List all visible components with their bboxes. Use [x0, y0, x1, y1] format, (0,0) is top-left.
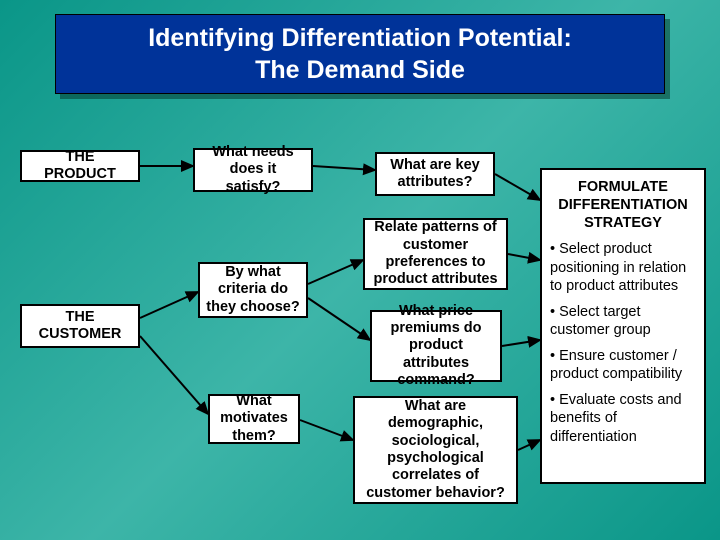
node-label: What needs does it satisfy?	[201, 144, 305, 196]
node-the-product: THE PRODUCT	[20, 150, 140, 182]
strategy-bullet: • Ensure customer / product compatibilit…	[550, 347, 696, 383]
node-demographics: What are demographic, sociological, psyc…	[353, 396, 518, 504]
strategy-panel: FORMULATE DIFFERENTIATION STRATEGY • Sel…	[540, 168, 706, 484]
strategy-bullet: • Select target customer group	[550, 303, 696, 339]
node-needs: What needs does it satisfy?	[193, 148, 313, 192]
node-label: What price premiums do product attribute…	[378, 303, 494, 390]
title-text: Identifying Differentiation Potential:Th…	[148, 22, 572, 87]
node-label: Relate patterns of customer preferences …	[371, 219, 500, 289]
node-attributes: What are key attributes?	[375, 152, 495, 196]
node-label: What motivates them?	[216, 393, 292, 445]
strategy-heading: FORMULATE DIFFERENTIATION STRATEGY	[550, 178, 696, 232]
node-patterns: Relate patterns of customer preferences …	[363, 218, 508, 290]
node-motivates: What motivates them?	[208, 394, 300, 444]
node-label: What are demographic, sociological, psyc…	[361, 398, 510, 502]
node-premiums: What price premiums do product attribute…	[370, 310, 502, 382]
node-label: THE CUSTOMER	[28, 309, 132, 344]
node-label: By what criteria do they choose?	[206, 264, 300, 316]
node-the-customer: THE CUSTOMER	[20, 304, 140, 348]
node-criteria: By what criteria do they choose?	[198, 262, 308, 318]
strategy-bullet: • Select product positioning in relation…	[550, 240, 696, 294]
title-box: Identifying Differentiation Potential:Th…	[55, 14, 665, 94]
node-label: THE PRODUCT	[28, 149, 132, 184]
strategy-bullet: • Evaluate costs and benefits of differe…	[550, 391, 696, 445]
node-label: What are key attributes?	[383, 157, 487, 192]
